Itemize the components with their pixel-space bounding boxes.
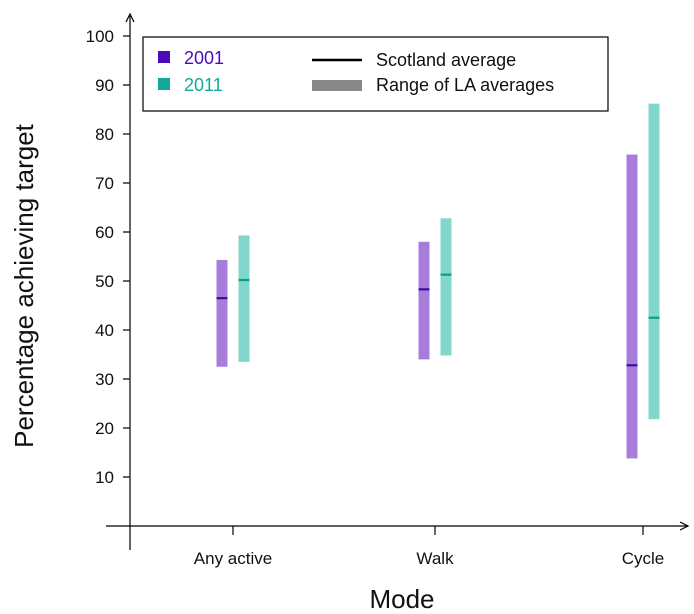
legend-swatch-2001 [158,51,170,63]
y-tick-label: 70 [95,174,114,193]
legend: 2001 2011 Scotland average Range of LA aver… [142,36,609,112]
y-tick-label: 90 [95,76,114,95]
x-axis-title: Mode [369,584,434,614]
legend-swatch-range [312,80,362,91]
legend-label-average: Scotland average [376,50,516,70]
y-tick-label: 50 [95,272,114,291]
y-tick-label: 30 [95,370,114,389]
legend-swatch-2011 [158,78,170,90]
legend-label-2001: 2001 [184,48,224,68]
range-bar [238,235,250,362]
x-tick-label: Walk [416,549,454,568]
x-tick-label: Cycle [622,549,665,568]
y-tick-label: 80 [95,125,114,144]
x-tick-label: Any active [194,549,272,568]
axes: 10 20 30 40 50 60 70 80 90 100 Any active Walk Cycle [86,12,690,568]
legend-label-2011: 2011 [184,75,223,95]
legend-label-range: Range of LA averages [376,75,554,95]
range-bar [216,259,228,367]
y-tick-label: 60 [95,223,114,242]
range-bar [440,218,452,356]
y-tick-label: 20 [95,419,114,438]
y-axis-arrow [125,12,135,23]
y-axis-title: Percentage achieving target [9,123,39,448]
y-tick-label: 10 [95,468,114,487]
x-axis-arrow [679,521,690,531]
y-tick-label: 40 [95,321,114,340]
range-bar [626,154,638,459]
chart-marks [216,103,660,459]
range-bar [418,241,430,360]
y-tick-label: 100 [86,27,114,46]
legend-box [142,36,609,112]
range-bar [648,103,660,420]
